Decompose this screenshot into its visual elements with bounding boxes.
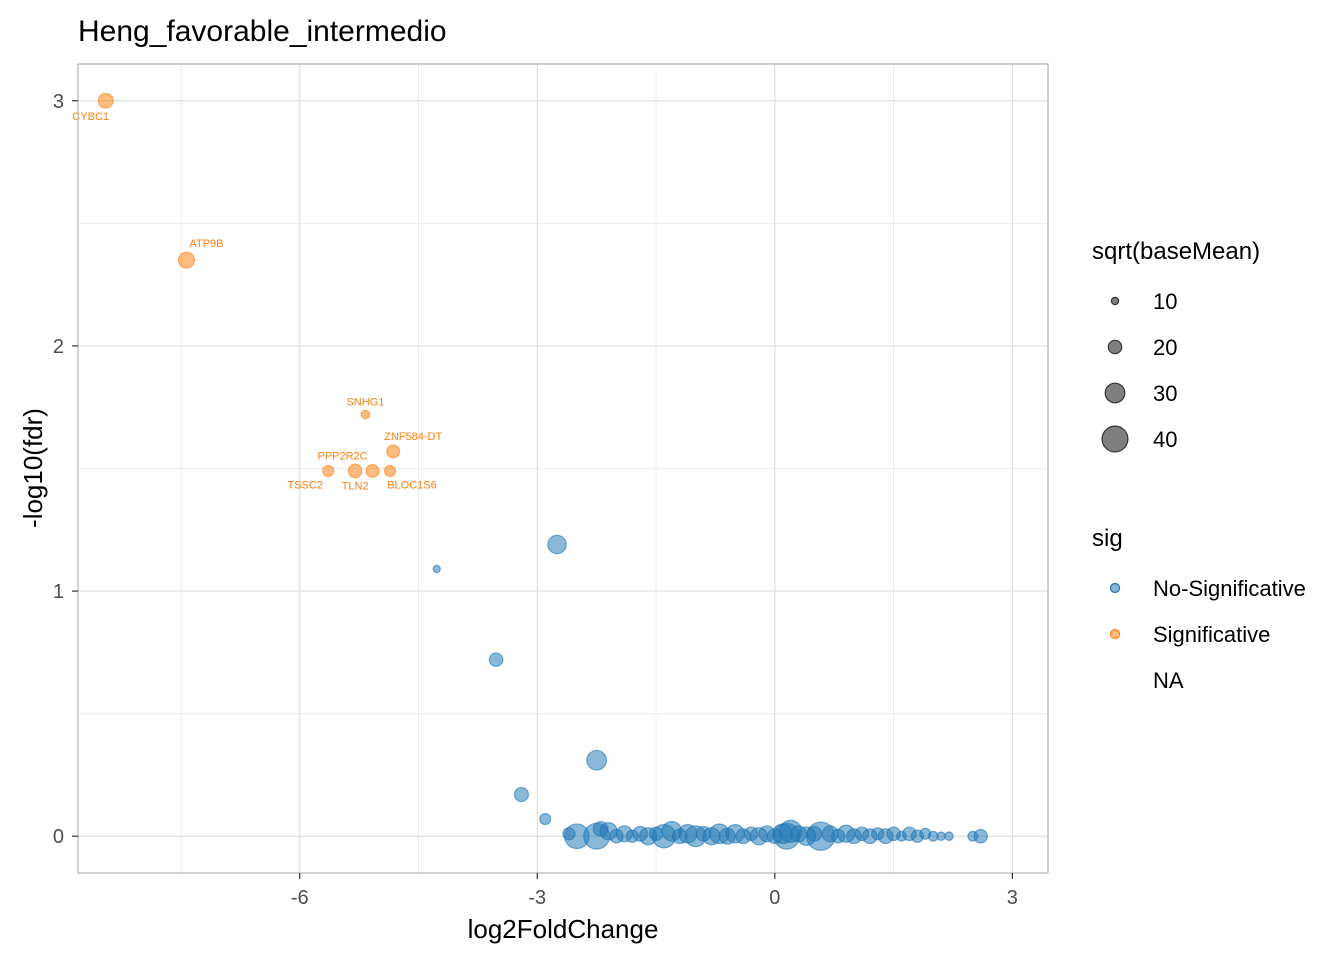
legend-size-label: 10 [1153,289,1177,314]
legend-color-label: No-Significative [1153,576,1306,601]
y-tick-label: 2 [53,336,64,358]
plot-border [77,63,1049,874]
legend-size-key [1110,296,1120,306]
x-axis: -6 -3 0 3 [291,873,1018,909]
non-significant-point [936,831,946,842]
y-axis-label: -log10(fdr) [18,408,48,528]
legend-color-key [1109,628,1121,640]
non-significant-point [944,831,954,842]
y-axis: 0 1 2 3 [53,91,78,848]
gene-label: TLN2 [342,481,369,493]
significant-point [97,92,114,109]
non-significant-point [562,827,576,841]
x-tick-label: -3 [528,887,546,909]
gene-label: ATP9B [189,238,223,250]
data-points [97,92,988,851]
non-significant-point [432,564,441,574]
significant-point [386,444,401,459]
non-significant-point [547,534,567,555]
y-tick-label: 1 [53,581,64,603]
x-tick-label: 3 [1007,887,1018,909]
gene-label: BLOC1S6 [387,479,437,491]
legend-color-entries: No-Significative Significative NA [1109,576,1306,693]
legend-color-key [1109,582,1121,594]
legend-size-key [1104,382,1126,404]
non-significant-point [539,813,552,826]
significant-point [347,463,363,479]
gene-label: CYBC1 [72,111,109,123]
legend-size-label: 30 [1153,381,1177,406]
non-significant-point [586,749,608,771]
legend-color-label: Significative [1153,622,1270,647]
x-axis-label: log2FoldChange [468,914,659,944]
significant-point [177,251,196,269]
point-labels: CYBC1 ATP9B SNHG1 ZNF584-DT TSSC2 TLN2 PPP2R2C… [72,111,442,493]
non-significant-point [973,828,988,844]
gene-label: PPP2R2C [317,451,367,463]
gene-label: ZNF584-DT [384,431,442,443]
grid-minor [78,64,1048,873]
legend-size-entries: 10 20 30 40 [1101,289,1177,453]
significant-point [365,463,380,478]
legend-size-key [1107,339,1123,355]
legend-color-label: NA [1153,668,1184,693]
significant-point [360,409,371,420]
significant-point [383,464,397,478]
legend-size-title: sqrt(baseMean) [1092,238,1260,265]
chart-title: Heng_favorable_intermedio [78,15,447,48]
legend-color-title: sig [1092,525,1123,552]
non-significant-point [488,652,504,668]
non-significant-point [513,786,530,803]
legend-size-key [1101,425,1129,453]
gene-label: SNHG1 [346,396,384,408]
y-tick-label: 3 [53,91,64,113]
x-tick-label: -6 [291,887,309,909]
significant-point [322,464,335,478]
gene-label: TSSC2 [287,479,322,491]
y-tick-label: 0 [53,826,64,848]
legend-size-label: 40 [1153,427,1177,452]
legend-size-label: 20 [1153,335,1177,360]
legend: sqrt(baseMean) 10 20 30 40 sig No-Significa… [1092,238,1306,693]
x-tick-label: 0 [769,887,780,909]
